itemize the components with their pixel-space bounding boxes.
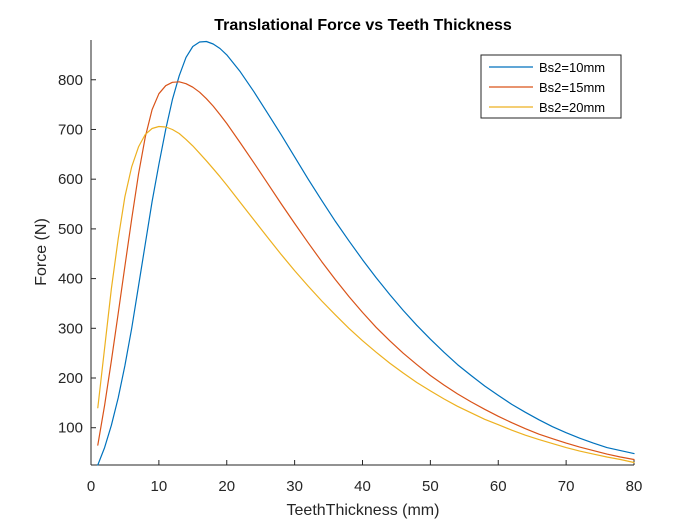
y-tick-label: 600 bbox=[58, 171, 83, 188]
x-tick-label: 80 bbox=[626, 478, 643, 495]
y-axis-label: Force (N) bbox=[33, 218, 50, 286]
x-tick-label: 40 bbox=[354, 478, 371, 495]
y-axis-ticks: 100 200 300 400 500 600 700 800 bbox=[58, 72, 96, 437]
x-tick-label: 30 bbox=[286, 478, 303, 495]
y-tick-label: 700 bbox=[58, 121, 83, 138]
y-tick-label: 100 bbox=[58, 420, 83, 437]
legend-label-3: Bs2=20mm bbox=[539, 100, 605, 115]
y-tick-label: 200 bbox=[58, 370, 83, 387]
x-tick-label: 0 bbox=[87, 478, 95, 495]
series-layer bbox=[97, 40, 635, 466]
x-tick-label: 50 bbox=[422, 478, 439, 495]
series-line-3 bbox=[97, 125, 635, 464]
x-axis-label: TeethThickness (mm) bbox=[287, 502, 440, 519]
x-tick-label: 20 bbox=[218, 478, 235, 495]
series-line-2 bbox=[97, 81, 635, 461]
x-tick-label: 70 bbox=[558, 478, 575, 495]
x-tick-label: 60 bbox=[490, 478, 507, 495]
y-tick-label: 400 bbox=[58, 271, 83, 288]
x-axis-ticks: 0 10 20 30 40 50 60 70 80 bbox=[87, 460, 643, 495]
y-tick-label: 800 bbox=[58, 72, 83, 89]
x-tick-label: 10 bbox=[151, 478, 168, 495]
legend-label-1: Bs2=10mm bbox=[539, 60, 605, 75]
legend-label-2: Bs2=15mm bbox=[539, 80, 605, 95]
legend: Bs2=10mm Bs2=15mm Bs2=20mm bbox=[480, 54, 622, 119]
series-line-1 bbox=[97, 40, 635, 466]
y-tick-label: 300 bbox=[58, 320, 83, 337]
y-tick-label: 500 bbox=[58, 221, 83, 238]
chart-title: Translational Force vs Teeth Thickness bbox=[214, 17, 512, 34]
